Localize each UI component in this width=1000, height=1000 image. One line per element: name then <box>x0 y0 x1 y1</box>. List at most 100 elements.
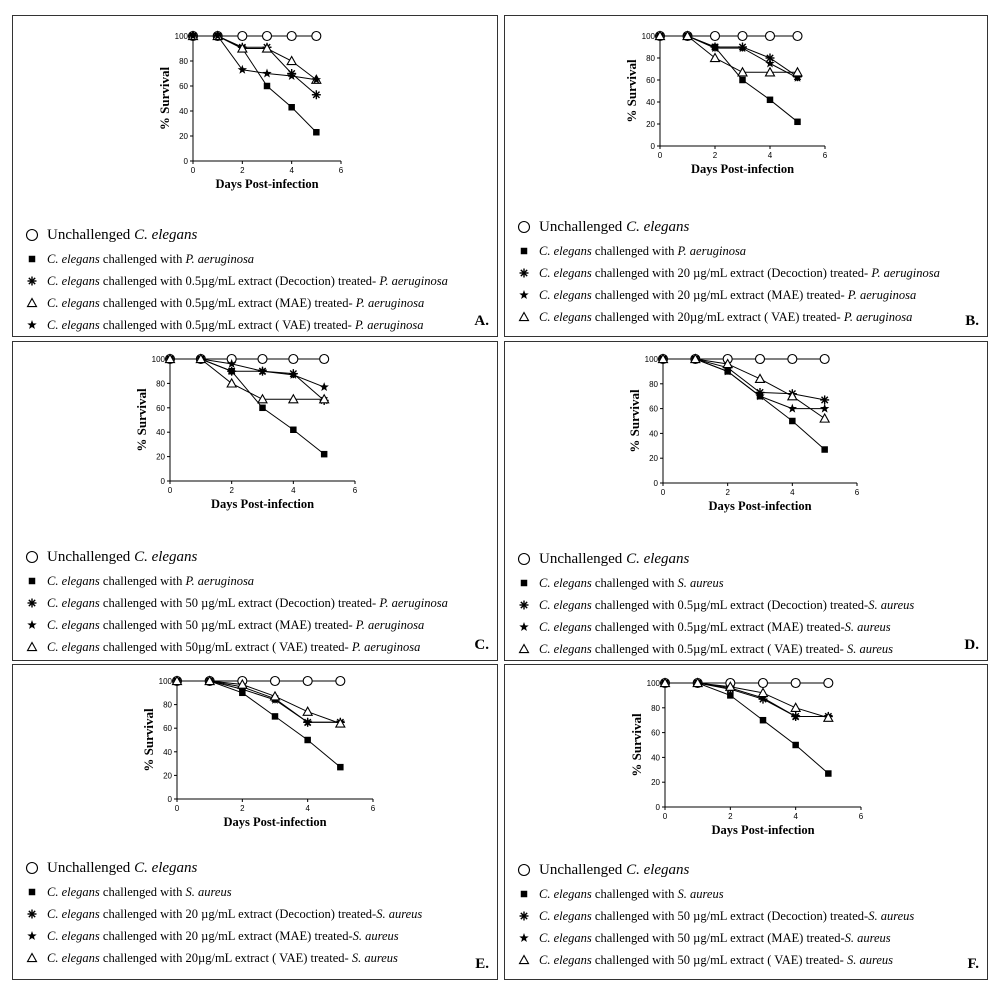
y-tick-label: 60 <box>156 404 165 413</box>
series-filled-star <box>172 676 346 727</box>
data-point-open-triangle <box>195 353 207 364</box>
legend-item: C. elegans challenged with P. aeruginosa <box>515 240 977 262</box>
y-tick-label: 60 <box>646 76 655 85</box>
data-point-open-triangle <box>287 393 299 404</box>
data-point-open-triangle <box>682 30 693 41</box>
data-point-filled-square <box>320 450 328 458</box>
legend-item: C. elegans challenged with 20 µg/mL extr… <box>515 262 977 284</box>
legend-label: C. elegans challenged with 50 µg/mL extr… <box>47 596 448 611</box>
y-axis-label: % Survival <box>629 713 644 777</box>
x-tick-label: 6 <box>339 166 344 175</box>
legend-symbol-filled-star <box>519 622 529 631</box>
data-point-open-triangle <box>164 353 176 364</box>
data-point-open-triangle <box>659 677 671 688</box>
data-point-filled-square <box>766 96 774 104</box>
legend-text-part: challenged with 20 µg/mL extract (MAE) t… <box>99 928 353 943</box>
data-point-filled-star <box>792 72 803 82</box>
chart-e: 0 20 40 60 80 100 0 2 4 6 Days Post-infection % Sur… <box>141 675 376 829</box>
panel-label-d: D. <box>964 637 979 653</box>
x-tick-label: 2 <box>240 804 245 813</box>
legend-symbol-asterisk <box>27 909 37 919</box>
legend-text-part: C. elegans <box>47 573 100 588</box>
data-point-asterisk <box>820 395 830 405</box>
data-point-open-circle <box>819 353 830 365</box>
legend-label: C. elegans challenged with P. aeruginosa <box>47 252 254 267</box>
data-point-filled-star <box>710 43 720 53</box>
x-tick-label: 4 <box>289 166 294 175</box>
legend-text-part: challenged with 20µg/mL extract ( VAE) t… <box>99 950 352 965</box>
x-tick-label: 6 <box>353 486 358 495</box>
legend-text-part: challenged with 20µg/mL extract ( VAE) t… <box>591 309 844 324</box>
data-point-filled-star <box>237 64 248 74</box>
legend-item: Unchallenged C. elegans <box>23 544 487 570</box>
legend-text-part: C. elegans <box>626 218 690 235</box>
legend-symbol-asterisk <box>27 598 37 608</box>
legend-text-part: C. elegans <box>626 861 690 878</box>
series-asterisk <box>188 31 321 100</box>
legend-text-part: Unchallenged <box>539 218 627 235</box>
x-tick-label: 0 <box>658 151 663 160</box>
panel-e: 0 20 40 60 80 100 0 2 4 6 Days Post-infection % Sur… <box>12 664 498 980</box>
panel-a: 0 20 40 60 80 100 0 2 4 6 Days Post-infection % Sur… <box>12 15 498 337</box>
legend-b: Unchallenged C. elegans C. elegans challe… <box>515 214 977 328</box>
legend-text-part: P. aeruginosa <box>677 243 747 258</box>
panel-label-c: C. <box>474 637 489 653</box>
y-tick-label: 60 <box>649 405 658 414</box>
legend-symbol-filled-star <box>27 620 37 629</box>
legend-text-part: challenged with 0.5µg/mL extract ( VAE) … <box>591 641 847 656</box>
legend-symbol-filled-square <box>520 890 528 898</box>
series-filled-star <box>165 354 329 392</box>
data-point-open-triangle <box>257 393 268 404</box>
series-line <box>665 682 829 774</box>
legend-symbol-open-circle <box>25 861 39 875</box>
data-point-filled-square <box>825 770 832 777</box>
y-tick-label: 20 <box>163 771 172 780</box>
legend-text-part: challenged with 50 µg/mL extract (MAE) t… <box>99 617 356 632</box>
legend-text-part: C. elegans <box>47 928 100 943</box>
legend-symbol-open-circle <box>25 550 39 564</box>
data-point-asterisk <box>311 90 321 100</box>
legend-text-part: challenged with 0.5µg/mL extract ( VAE) … <box>99 317 355 332</box>
legend-symbol-filled-square <box>520 579 528 587</box>
x-tick-label: 0 <box>663 812 668 821</box>
legend-f: Unchallenged C. elegans C. elegans challe… <box>515 857 977 971</box>
series-asterisk <box>660 678 833 721</box>
legend-symbol-open-circle <box>517 552 531 566</box>
y-tick-label: 80 <box>649 380 658 389</box>
y-tick-label: 40 <box>646 98 655 107</box>
legend-text-part: challenged with 0.5µg/mL extract (MAE) t… <box>591 619 845 634</box>
data-point-filled-star <box>212 31 223 40</box>
data-point-open-circle <box>737 30 748 42</box>
y-tick-label: 0 <box>656 803 661 812</box>
x-axis-label: Days Post-infection <box>711 823 814 837</box>
legend-text-part: C. elegans <box>47 950 100 965</box>
legend-text-part: challenged with <box>99 251 186 266</box>
data-point-open-triangle <box>318 393 330 404</box>
legend-symbol-open-triangle <box>518 954 530 965</box>
legend-label: C. elegans challenged with 0.5µg/mL extr… <box>539 642 893 657</box>
legend-text-part: C. elegans <box>539 908 592 923</box>
legend-symbol-filled-star <box>519 933 529 942</box>
y-axis-label: % Survival <box>157 67 172 131</box>
data-point-filled-star <box>758 692 768 702</box>
legend-text-part: C. elegans <box>539 287 592 302</box>
data-point-filled-square <box>263 82 271 90</box>
data-point-open-triangle <box>204 675 216 686</box>
legend-item: C. elegans challenged with 50 µg/mL extr… <box>515 949 977 971</box>
y-tick-label: 40 <box>649 429 658 438</box>
legend-label: C. elegans challenged with S. aureus <box>539 576 724 591</box>
series-line <box>663 358 825 419</box>
data-point-open-circle <box>757 677 769 689</box>
y-tick-label: 80 <box>156 379 165 388</box>
series-line <box>193 35 317 81</box>
data-point-open-triangle <box>819 412 831 423</box>
x-tick-label: 2 <box>728 812 733 821</box>
legend-text-part: S. aureus <box>677 575 724 590</box>
legend-label: C. elegans challenged with 20 µg/mL extr… <box>539 266 940 281</box>
legend-item: C. elegans challenged with P. aeruginosa <box>23 570 487 592</box>
legend-text-part: challenged with <box>99 884 186 899</box>
y-tick-label: 0 <box>651 142 656 151</box>
legend-text-part: C. elegans <box>539 243 592 258</box>
data-point-filled-star <box>819 403 830 413</box>
data-point-filled-square <box>759 716 767 724</box>
